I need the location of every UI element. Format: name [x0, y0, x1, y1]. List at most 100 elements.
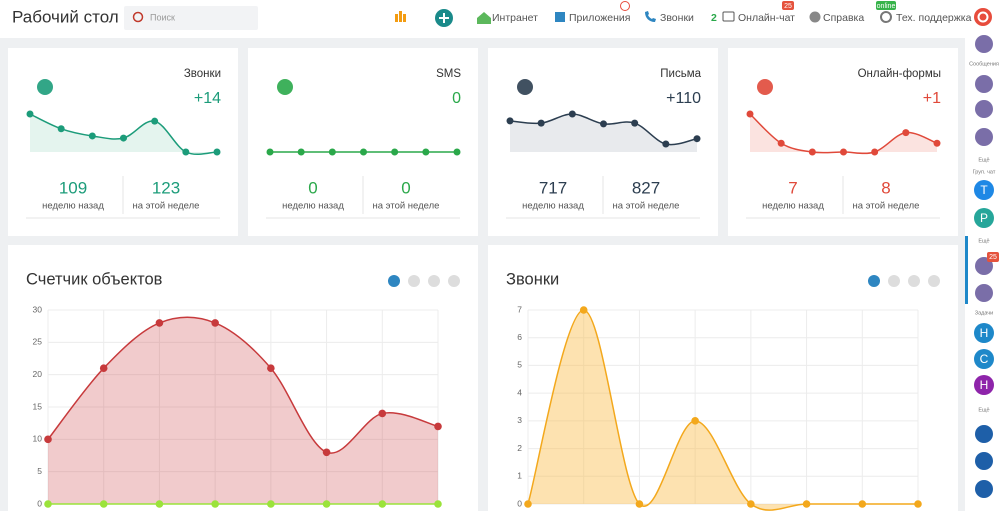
sparkline-point: [631, 119, 639, 127]
card-icon: [757, 79, 773, 95]
sidebar-icon[interactable]: [975, 425, 993, 443]
icon: [620, 1, 630, 11]
y-tick-label: 20: [33, 369, 43, 379]
last-week-value: 0: [308, 178, 317, 197]
data-point: [434, 500, 442, 508]
card-icon: [37, 79, 53, 95]
sidebar-label: Сообщения: [969, 61, 999, 67]
sparkline-point: [871, 148, 879, 156]
badge-text: online: [877, 3, 896, 10]
sparkline-point: [746, 110, 754, 118]
sparkline-point: [360, 148, 367, 156]
sparkline-point: [297, 148, 305, 156]
this-week-value: 0: [401, 178, 410, 197]
series-area: [48, 317, 438, 504]
y-tick-label: 0: [517, 498, 522, 508]
page-title: Рабочий стол: [12, 7, 119, 26]
logo[interactable]: [974, 8, 992, 26]
search-box[interactable]: [124, 6, 258, 30]
sidebar-avatar[interactable]: [974, 180, 994, 200]
chart-type-button[interactable]: [408, 275, 420, 287]
nav-item[interactable]: Звонки: [660, 12, 694, 24]
data-point: [155, 500, 164, 508]
chart-type-button[interactable]: [428, 275, 440, 287]
data-point: [267, 364, 275, 373]
this-week-value: 8: [881, 178, 890, 197]
data-point: [44, 435, 52, 444]
sparkline-point: [693, 135, 701, 143]
chart-panel: [8, 245, 478, 511]
card-icon: [517, 79, 533, 95]
icon: [555, 12, 565, 22]
sidebar-avatar[interactable]: [974, 349, 994, 369]
nav-item[interactable]: Интранет: [492, 12, 538, 24]
icon: [439, 13, 449, 23]
sidebar-badge: [987, 252, 999, 262]
sidebar-label: Задачи: [975, 310, 993, 316]
nav-item[interactable]: Тех. поддержка: [896, 12, 972, 24]
data-point: [579, 306, 588, 314]
chart-panel: [488, 245, 958, 511]
icon: [403, 14, 406, 22]
logo: [977, 11, 989, 23]
sidebar-badge-text: 25: [989, 254, 997, 261]
data-point: [747, 500, 755, 508]
sparkline-point: [662, 140, 670, 148]
this-week-value: 123: [152, 178, 180, 197]
sidebar-icon[interactable]: [975, 75, 993, 93]
sparkline-point: [600, 120, 607, 128]
sidebar-icon[interactable]: [975, 128, 993, 146]
sidebar-label: Ещё: [978, 407, 989, 413]
card-delta: 0: [452, 90, 461, 107]
y-tick-label: 7: [517, 304, 522, 314]
nav-item[interactable]: Приложения: [569, 12, 630, 24]
sidebar-avatar[interactable]: [974, 375, 994, 395]
data-point: [267, 500, 275, 508]
y-tick-label: 25: [33, 337, 43, 347]
sparkline-point: [840, 148, 847, 156]
search-icon: [132, 11, 144, 23]
sparkline-point: [568, 110, 576, 118]
data-point: [211, 500, 219, 508]
chart-type-button[interactable]: [928, 275, 940, 287]
sparkline-point: [26, 110, 34, 118]
sparkline-point: [453, 148, 461, 156]
icon: [880, 11, 892, 23]
y-tick-label: 6: [517, 332, 522, 342]
data-point: [44, 500, 52, 508]
this-week-label: на этой неделе: [373, 201, 440, 212]
sparkline-area: [510, 113, 697, 152]
data-point: [635, 500, 644, 508]
sidebar-avatar[interactable]: [974, 208, 994, 228]
y-tick-label: 15: [33, 401, 43, 411]
sparkline-point: [808, 148, 816, 156]
chart-type-button[interactable]: [448, 275, 460, 287]
sidebar-icon[interactable]: [975, 452, 993, 470]
chart-type-button[interactable]: [868, 275, 880, 287]
data-point: [322, 500, 331, 508]
chart-type-button[interactable]: [888, 275, 900, 287]
nav-item[interactable]: Справка: [823, 12, 864, 24]
nav-item[interactable]: 2: [711, 12, 717, 24]
sidebar-icon[interactable]: [975, 480, 993, 498]
data-point: [858, 500, 867, 508]
sidebar-avatar[interactable]: [974, 323, 994, 343]
sidebar-letter: Н: [980, 326, 989, 340]
chart-type-button[interactable]: [388, 275, 400, 287]
sidebar-label: Ещё: [978, 238, 989, 244]
nav-item[interactable]: Онлайн-чат: [738, 12, 795, 24]
sidebar-icon[interactable]: [975, 35, 993, 53]
sparkline-point: [537, 119, 545, 127]
y-tick-label: 5: [37, 466, 42, 476]
chart-type-button[interactable]: [908, 275, 920, 287]
icon: [477, 12, 491, 24]
sparkline-point: [151, 117, 159, 125]
last-week-label: неделю назад: [282, 201, 344, 212]
last-week-label: неделю назад: [522, 201, 584, 212]
data-point: [434, 422, 442, 431]
sidebar-icon[interactable]: [975, 284, 993, 302]
sidebar-icon[interactable]: [975, 100, 993, 118]
data-point: [211, 319, 219, 327]
sidebar-label: Ещё: [978, 157, 989, 163]
